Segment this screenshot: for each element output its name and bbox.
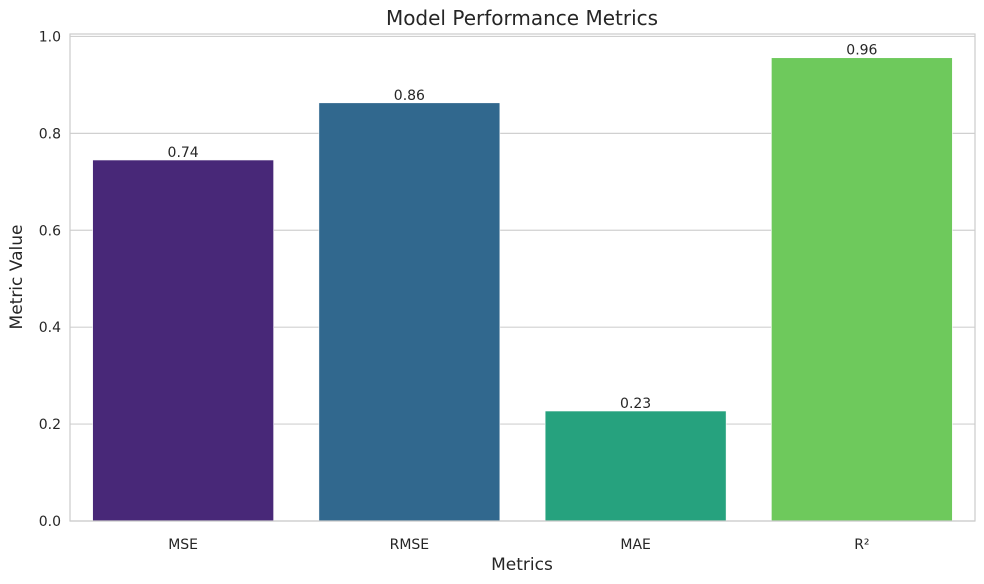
y-axis-label: Metric Value	[7, 225, 27, 330]
bar-value-label: 0.74	[168, 145, 199, 161]
bar-mae	[544, 410, 727, 522]
bar-rmse	[318, 102, 501, 522]
y-tick-label: 0.6	[39, 223, 61, 239]
y-axis-ticks: 0.0 0.2 0.4 0.6 0.8 1.0	[39, 29, 61, 530]
bar-value-label: 0.23	[620, 396, 651, 412]
plot-frame	[69, 33, 976, 522]
y-tick-label: 0.2	[39, 417, 61, 433]
bar-value-label: 0.96	[846, 43, 877, 59]
x-tick-label: R²	[854, 537, 869, 553]
x-axis-label: Metrics	[491, 555, 553, 575]
x-axis-ticks: MSE RMSE MAE R²	[168, 537, 869, 553]
chart-title: Model Performance Metrics	[386, 6, 658, 30]
x-tick-label: MAE	[620, 537, 651, 553]
bars	[92, 57, 953, 522]
x-tick-label: MSE	[168, 537, 198, 553]
bar-r	[771, 57, 953, 522]
y-tick-label: 0.8	[39, 126, 61, 142]
y-tick-label: 0.0	[39, 514, 61, 530]
y-tick-label: 1.0	[39, 29, 61, 45]
bar-mse	[92, 159, 274, 522]
bar-value-label: 0.86	[394, 88, 425, 104]
y-tick-label: 0.4	[39, 320, 61, 336]
bar-value-labels: 0.74 0.86 0.23 0.96	[168, 43, 878, 412]
x-tick-label: RMSE	[390, 537, 430, 553]
